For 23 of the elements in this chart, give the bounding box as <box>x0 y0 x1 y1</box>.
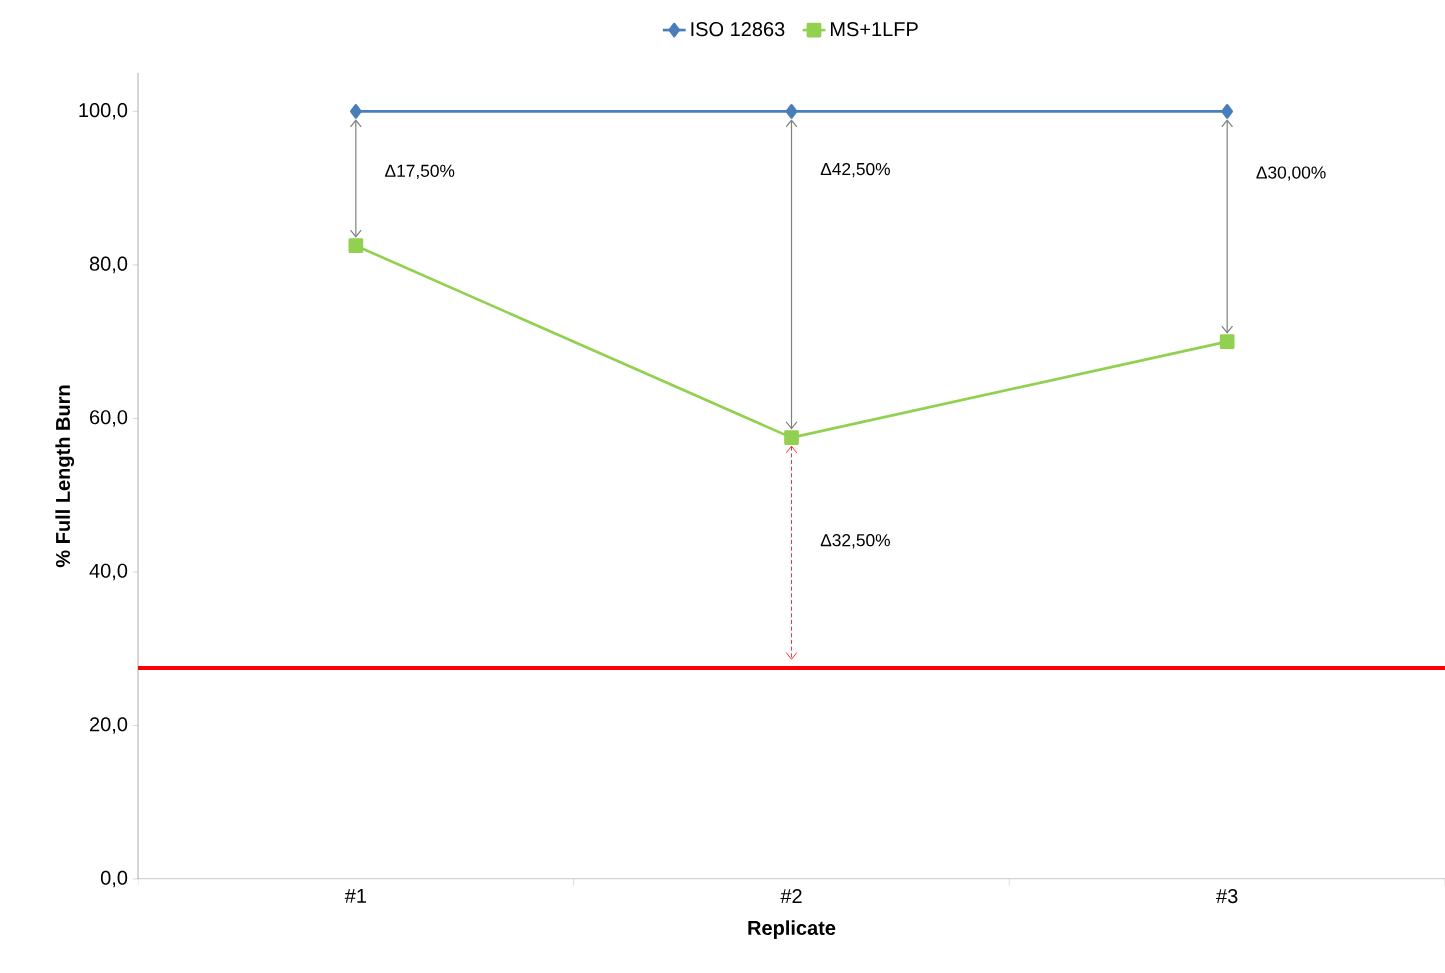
y-tick-label: 100,0 <box>79 103 128 120</box>
legend-label: ISO 12863 <box>691 22 785 37</box>
y-axis-title: % Full Length Burn <box>55 385 75 568</box>
x-tick-label: #3 <box>1216 889 1238 904</box>
x-axis-title: Replicate <box>748 920 836 939</box>
y-tick-label: 20,0 <box>90 717 128 734</box>
point <box>1221 104 1234 119</box>
x-tick-label: #1 <box>344 889 366 903</box>
legend-label: MS+1LFP <box>830 22 918 37</box>
point <box>350 104 362 119</box>
x-tick-label: #2 <box>780 889 802 903</box>
y-tick-label: 60,0 <box>90 410 128 427</box>
annotation: Δ32,50% <box>820 534 890 549</box>
y-tick-label: 80,0 <box>89 256 128 274</box>
point <box>785 104 798 119</box>
y-tick-label: 40,0 <box>89 563 128 581</box>
y-tick-label: 0,0 <box>100 870 128 888</box>
point <box>784 430 799 445</box>
point <box>1219 334 1235 349</box>
annotation: Δ17,50% <box>385 164 455 179</box>
point <box>348 238 364 254</box>
annotation: Δ42,50% <box>820 162 890 178</box>
annotation: Δ30,00% <box>1256 166 1326 181</box>
